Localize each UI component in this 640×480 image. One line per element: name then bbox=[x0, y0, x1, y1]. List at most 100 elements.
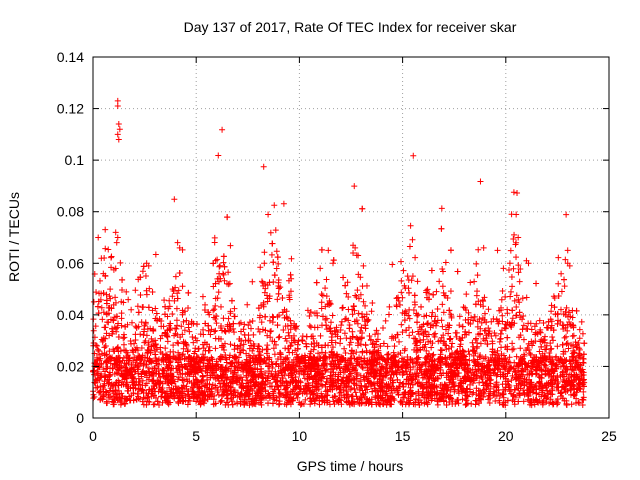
roti-point bbox=[143, 401, 150, 408]
roti-point bbox=[215, 289, 222, 296]
roti-point bbox=[563, 340, 570, 347]
roti-point bbox=[296, 399, 303, 406]
roti-point bbox=[101, 324, 108, 331]
roti-point bbox=[227, 341, 234, 348]
roti-point bbox=[347, 386, 354, 393]
roti-point bbox=[465, 309, 472, 316]
roti-point bbox=[264, 342, 271, 349]
roti-point bbox=[274, 296, 281, 303]
roti-point bbox=[550, 337, 557, 344]
roti-point bbox=[579, 330, 586, 337]
roti-point bbox=[217, 353, 224, 360]
roti-point bbox=[215, 152, 222, 159]
roti-point bbox=[562, 333, 569, 340]
roti-point bbox=[423, 379, 430, 386]
roti-point bbox=[318, 305, 325, 312]
roti-point bbox=[125, 296, 132, 303]
roti-point bbox=[109, 325, 116, 332]
roti-point bbox=[231, 305, 238, 312]
roti-point bbox=[282, 335, 289, 342]
roti-point bbox=[351, 385, 358, 392]
roti-point bbox=[505, 368, 512, 375]
roti-point bbox=[185, 304, 192, 311]
roti-point bbox=[508, 273, 515, 280]
roti-point bbox=[140, 304, 147, 311]
roti-point bbox=[139, 368, 146, 375]
roti-point bbox=[478, 319, 485, 326]
roti-point bbox=[472, 401, 479, 408]
roti-point bbox=[112, 299, 119, 306]
roti-point bbox=[576, 335, 583, 342]
roti-point bbox=[225, 315, 232, 322]
roti-point bbox=[389, 393, 396, 400]
roti-point bbox=[156, 402, 163, 409]
roti-point bbox=[103, 291, 110, 298]
roti-point bbox=[288, 255, 295, 262]
roti-point bbox=[473, 345, 480, 352]
roti-point bbox=[277, 367, 284, 374]
roti-point bbox=[349, 311, 356, 318]
roti-point bbox=[579, 401, 586, 408]
roti-point bbox=[339, 304, 346, 311]
roti-point bbox=[204, 369, 211, 376]
roti-point bbox=[346, 325, 353, 332]
roti-point bbox=[510, 265, 517, 272]
roti-point bbox=[225, 269, 232, 276]
roti-point bbox=[516, 299, 523, 306]
roti-point bbox=[499, 312, 506, 319]
roti-point bbox=[406, 243, 413, 250]
roti-point bbox=[185, 324, 192, 331]
roti-point bbox=[271, 351, 278, 358]
roti-point bbox=[541, 333, 548, 340]
roti-point bbox=[559, 341, 566, 348]
roti-point bbox=[558, 270, 565, 277]
roti-point bbox=[306, 373, 313, 380]
roti-point bbox=[394, 376, 401, 383]
roti-point bbox=[433, 288, 440, 295]
roti-point bbox=[212, 295, 219, 302]
roti-point bbox=[262, 313, 269, 320]
roti-point bbox=[283, 314, 290, 321]
roti-point bbox=[428, 267, 435, 274]
roti-point bbox=[356, 354, 363, 361]
roti-point bbox=[270, 314, 277, 321]
roti-point bbox=[311, 324, 318, 331]
roti-point bbox=[240, 341, 247, 348]
roti-point bbox=[448, 314, 455, 321]
roti-point bbox=[155, 365, 162, 372]
roti-point bbox=[513, 353, 520, 360]
roti-point bbox=[402, 345, 409, 352]
roti-point bbox=[520, 336, 527, 343]
roti-point bbox=[504, 334, 511, 341]
roti-point bbox=[466, 351, 473, 358]
roti-point bbox=[462, 306, 469, 313]
roti-point bbox=[440, 289, 447, 296]
roti-point bbox=[560, 384, 567, 391]
roti-point bbox=[476, 379, 483, 386]
roti-point bbox=[430, 291, 437, 298]
roti-point bbox=[540, 319, 547, 326]
roti-point bbox=[160, 323, 167, 330]
roti-point bbox=[345, 293, 352, 300]
roti-point bbox=[264, 332, 271, 339]
roti-point bbox=[341, 345, 348, 352]
roti-point bbox=[118, 315, 125, 322]
roti-point bbox=[102, 388, 109, 395]
roti-point bbox=[511, 297, 518, 304]
roti-point bbox=[132, 287, 139, 294]
roti-point bbox=[220, 259, 227, 266]
roti-point bbox=[210, 307, 217, 314]
roti-point bbox=[101, 344, 108, 351]
roti-point bbox=[519, 295, 526, 302]
roti-point bbox=[258, 278, 265, 285]
roti-point bbox=[100, 366, 107, 373]
roti-point bbox=[182, 363, 189, 370]
roti-point bbox=[370, 340, 377, 347]
roti-point bbox=[430, 331, 437, 338]
roti-point bbox=[498, 344, 505, 351]
roti-point bbox=[194, 337, 201, 344]
roti-point bbox=[189, 334, 196, 341]
roti-point bbox=[438, 205, 445, 212]
roti-point bbox=[497, 336, 504, 343]
roti-point bbox=[350, 350, 357, 357]
